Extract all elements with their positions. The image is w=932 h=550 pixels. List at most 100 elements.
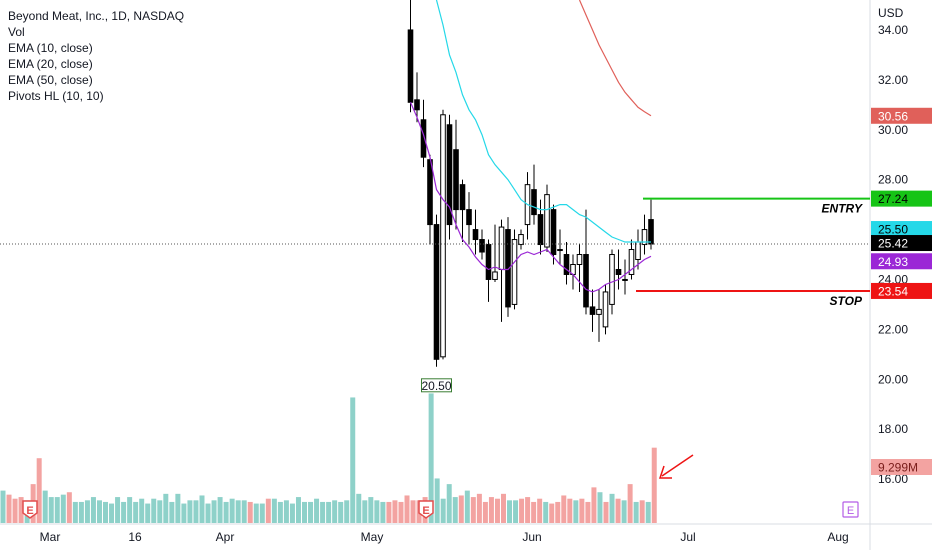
y-tick-label: 16.00 [878,472,908,486]
volume-bar [374,500,380,523]
volume-bar [223,501,229,523]
candle-body-down [433,224,440,360]
x-tick-label: May [361,530,384,544]
volume-bar [66,492,72,523]
volume-bar [217,497,223,523]
candle [466,192,472,245]
volume-bar [464,490,470,523]
candle [498,219,505,322]
volume-bar [121,501,127,523]
candle-body-up [602,291,609,328]
volume-bar [247,501,253,523]
price-tag-bg [871,235,932,252]
candle-body-down [485,244,492,280]
volume-bar [60,494,66,523]
earnings-letter: E [422,505,429,517]
volume-bar [609,493,615,523]
volume-bar [103,501,109,523]
price-tag-last: 25.42 [871,235,932,252]
volume-bar [344,500,350,523]
price-tag-ema20: 25.50 [871,221,932,238]
volume-bar [332,500,338,523]
arrow-annotation [661,454,694,477]
volume-bar [193,500,199,523]
x-tick-label: Jun [522,530,541,544]
volume-bar [289,503,295,523]
y-tick-label: 20.00 [878,372,908,386]
candle [628,239,635,280]
candle-body-down [505,229,511,308]
candle [414,72,420,123]
volume-bar [356,493,362,523]
entry-annotation: ENTRY [822,202,863,216]
volume-bar [645,501,651,523]
volume-bar [151,498,157,523]
volume-bar [6,494,12,523]
volume-bar [404,495,410,523]
volume-bar [271,498,277,523]
price-tag-text: 9.299M [878,461,918,475]
volume-bar [398,501,404,523]
volume-bar [54,497,60,523]
volume-bar [434,478,440,523]
candle-body-down [466,209,472,226]
volume-bar [84,500,90,523]
candle-body-down [453,149,459,211]
volume-bar [621,500,627,523]
candle [518,229,524,250]
ema20-line [435,0,651,243]
price-tag-stop: 23.54 [871,282,932,299]
candle [576,244,583,292]
volume-bar [265,498,271,523]
candle-body-down [583,254,589,308]
volume-bar [482,501,488,523]
volume-bar [386,501,392,523]
candle [485,239,492,302]
volume-bar [18,497,24,523]
volume-bar [199,495,205,523]
volume-bar [507,500,513,523]
volume-bar [452,497,458,523]
candle-body-down [446,124,453,226]
earnings-marker: E [418,500,434,519]
candle [589,289,596,332]
legend-ema20: EMA (20, close) [8,57,93,71]
earnings-icon [842,501,859,518]
candle-body-down [531,189,537,216]
volume-bar [633,501,639,523]
ema10-line [409,102,652,293]
legend-ema10: EMA (10, close) [8,41,93,55]
candle-body-down [648,219,654,245]
candle [505,217,511,317]
arrow-head-icon [658,465,672,479]
earnings-letter: E [847,505,854,517]
volume-bar [211,500,217,523]
candle-body-up [544,194,550,248]
volume-bar [139,498,145,523]
volume-bar [567,498,573,523]
volume-bar [519,498,525,523]
volume-bar [627,484,633,523]
candle-body-down [420,119,427,158]
candle [472,209,479,255]
legend-title: Beyond Meat, Inc., 1D, NASDAQ [8,9,185,23]
x-tick-label: 16 [128,530,142,544]
stop-annotation: STOP [830,294,863,308]
price-tag-text: 27.24 [878,192,908,206]
volume-bar [175,493,181,523]
volume-bar [476,493,482,523]
volume-bar [573,500,579,523]
volume-bar [42,490,48,523]
volume-bar [531,501,537,523]
volume-bar [494,498,500,523]
volume-bar [651,447,657,523]
price-tag-bg [871,459,932,475]
volume-bar [169,501,175,523]
candle [479,229,485,260]
volume-bar [392,500,398,523]
candle-body-up [576,254,583,265]
volume-bar [440,498,446,523]
price-tag-text: 30.56 [878,109,908,123]
volume-bar [229,498,235,523]
